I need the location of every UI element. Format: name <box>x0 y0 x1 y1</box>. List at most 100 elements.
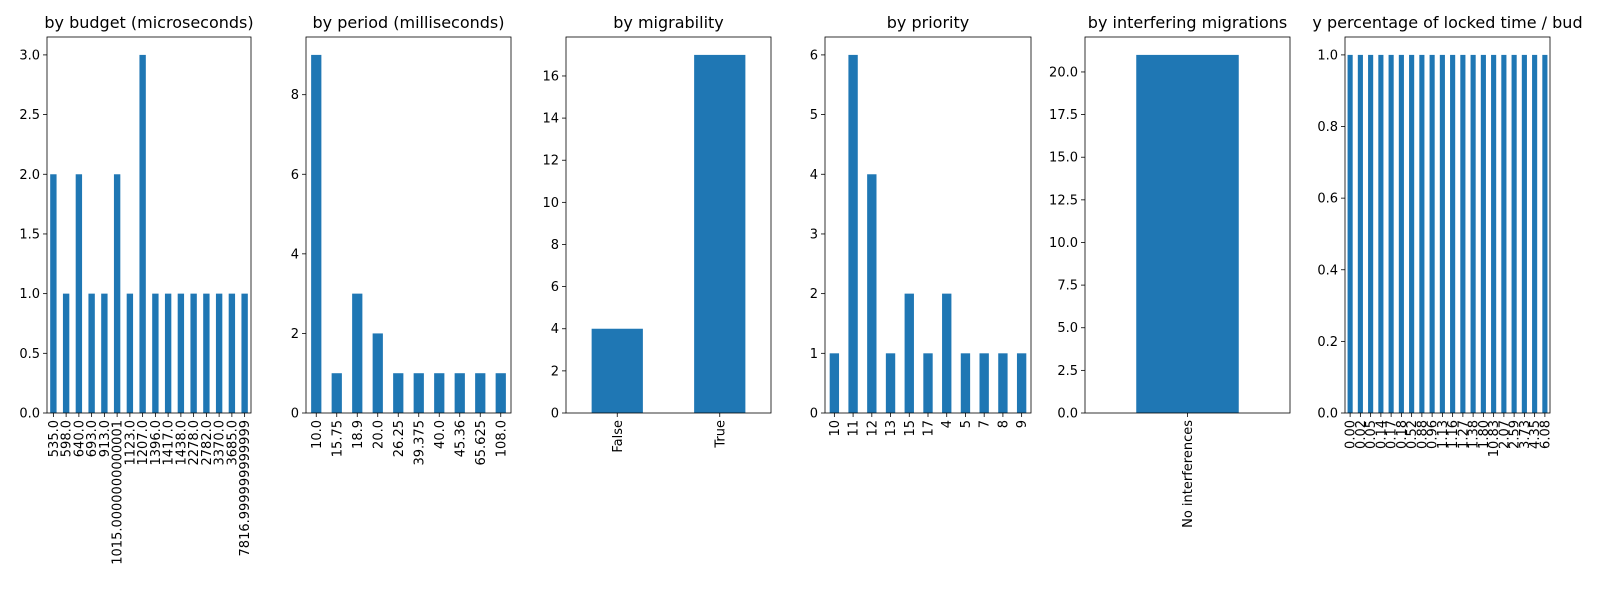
bar-7816.999999999999 <box>241 293 248 413</box>
bar-0.52 <box>1409 54 1415 414</box>
x-tick-label: 1396.0 <box>149 420 164 466</box>
x-tick-label: 1.16 <box>1446 420 1461 449</box>
bar-13 <box>885 353 896 413</box>
x-tick-label: 2782.0 <box>200 420 215 466</box>
y-tick-label: 0.8 <box>1317 120 1338 135</box>
x-tick-label: 10.0 <box>310 420 325 449</box>
y-tick-label: 10 <box>542 196 559 211</box>
x-tick-label: 3.73 <box>1518 420 1533 449</box>
x-tick-label: 1438.0 <box>174 420 189 466</box>
x-tick-label: False <box>611 420 626 453</box>
bar-6.08 <box>1542 54 1548 414</box>
bar-20.0 <box>372 333 383 413</box>
bar-0.05 <box>1368 54 1374 414</box>
bar-11 <box>848 54 858 414</box>
y-tick-label: 8 <box>551 238 559 253</box>
axes-frame <box>46 36 252 414</box>
bar-0.00 <box>1347 54 1353 414</box>
x-tick-label: 0.96 <box>1426 420 1441 449</box>
y-tick-label: 0.5 <box>19 347 40 362</box>
chart-title: y percentage of locked time / bud <box>1312 13 1582 32</box>
axes-frame <box>1084 36 1291 414</box>
y-tick-label: 1.0 <box>19 287 40 302</box>
bar-693.0 <box>88 293 95 413</box>
x-tick-label: 6.08 <box>1538 420 1553 449</box>
bar-0.02 <box>1357 54 1363 414</box>
y-tick-label: 0 <box>551 407 559 422</box>
y-tick-label: 12.5 <box>1049 193 1078 208</box>
bar-39.375 <box>413 373 424 413</box>
bar-18.9 <box>352 293 363 413</box>
x-tick-label: 0.88 <box>1415 420 1430 449</box>
y-tick-label: 5.0 <box>1057 321 1078 336</box>
bar-9 <box>1016 353 1027 413</box>
bar-1417.0 <box>164 293 172 413</box>
y-tick-label: 10.0 <box>1049 236 1078 251</box>
x-tick-label: 15.75 <box>330 420 345 457</box>
chart-panel-5: No interferences 0.0 2.5 5.0 7.5 10.0 12.5 15.0… <box>1049 13 1291 528</box>
bar-26.25 <box>393 373 404 413</box>
x-tick-label: 0.52 <box>1405 420 1420 449</box>
bar-65.625 <box>475 373 486 413</box>
bar-598.0 <box>62 293 70 413</box>
x-tick-label: 3370.0 <box>213 420 228 466</box>
x-tick-label: 108.0 <box>494 420 509 457</box>
chart-title: by interfering migrations <box>1088 13 1287 32</box>
bar-1.27 <box>1460 54 1466 414</box>
x-tick-label: 2.59 <box>1508 420 1523 449</box>
axes-frame <box>565 36 772 414</box>
y-tick-label: 0 <box>291 407 299 422</box>
x-tick-label: 40.0 <box>433 420 448 449</box>
bar-10.83 <box>1491 54 1497 414</box>
y-tick-label: 8 <box>291 88 299 103</box>
x-tick-label: 15 <box>903 420 918 437</box>
bar-913.0 <box>101 293 108 413</box>
bar-1.80 <box>1480 54 1486 414</box>
x-tick-label: 2278.0 <box>187 420 202 466</box>
bar-108.0 <box>495 373 506 413</box>
x-tick-label: 9 <box>1015 420 1030 428</box>
y-tick-label: 6 <box>810 48 818 63</box>
y-tick-label: 6 <box>291 168 299 183</box>
x-tick-label: 4.35 <box>1528 420 1543 449</box>
x-tick-label: 913.0 <box>98 420 113 457</box>
x-tick-label: 39.375 <box>412 420 427 466</box>
x-tick-label: 5 <box>959 420 974 428</box>
x-tick-label: 12 <box>865 420 880 437</box>
axes-frame <box>1344 36 1551 414</box>
bar-4 <box>942 293 952 413</box>
bar-2.59 <box>1511 54 1517 414</box>
y-tick-label: 4 <box>810 168 818 183</box>
x-tick-label: 3685.0 <box>225 420 240 466</box>
chart-title: by migrability <box>613 13 724 32</box>
bar-0.96 <box>1429 54 1435 414</box>
y-tick-label: 0.0 <box>1057 407 1078 422</box>
y-tick-label: 1.0 <box>1317 48 1338 63</box>
y-tick-label: 7.5 <box>1057 279 1078 294</box>
y-tick-label: 17.5 <box>1049 108 1078 123</box>
bar-45.36 <box>454 373 465 413</box>
x-tick-label: 640.0 <box>72 420 87 457</box>
chart-title: by period (milliseconds) <box>312 13 504 32</box>
bar-5 <box>960 353 971 413</box>
bar-3.73 <box>1521 54 1527 414</box>
x-tick-label: 1.13 <box>1436 420 1451 449</box>
x-tick-label: 2.07 <box>1497 420 1512 449</box>
bar-3685.0 <box>228 293 236 413</box>
x-tick-label: 1123.0 <box>123 420 138 466</box>
y-tick-label: 5 <box>810 108 818 123</box>
bar-1207.0 <box>139 54 146 414</box>
bar-4.35 <box>1532 54 1538 414</box>
y-tick-label: 16 <box>542 69 559 84</box>
y-tick-label: 3 <box>810 227 818 242</box>
x-tick-label: 20.0 <box>371 420 386 449</box>
x-tick-label: 535.0 <box>47 420 62 457</box>
axes-frame <box>305 36 512 414</box>
x-tick-label: 598.0 <box>60 420 75 457</box>
y-tick-label: 2 <box>810 287 818 302</box>
bar-2782.0 <box>203 293 210 413</box>
y-tick-label: 2 <box>551 364 559 379</box>
x-tick-label: 1417.0 <box>162 420 177 466</box>
